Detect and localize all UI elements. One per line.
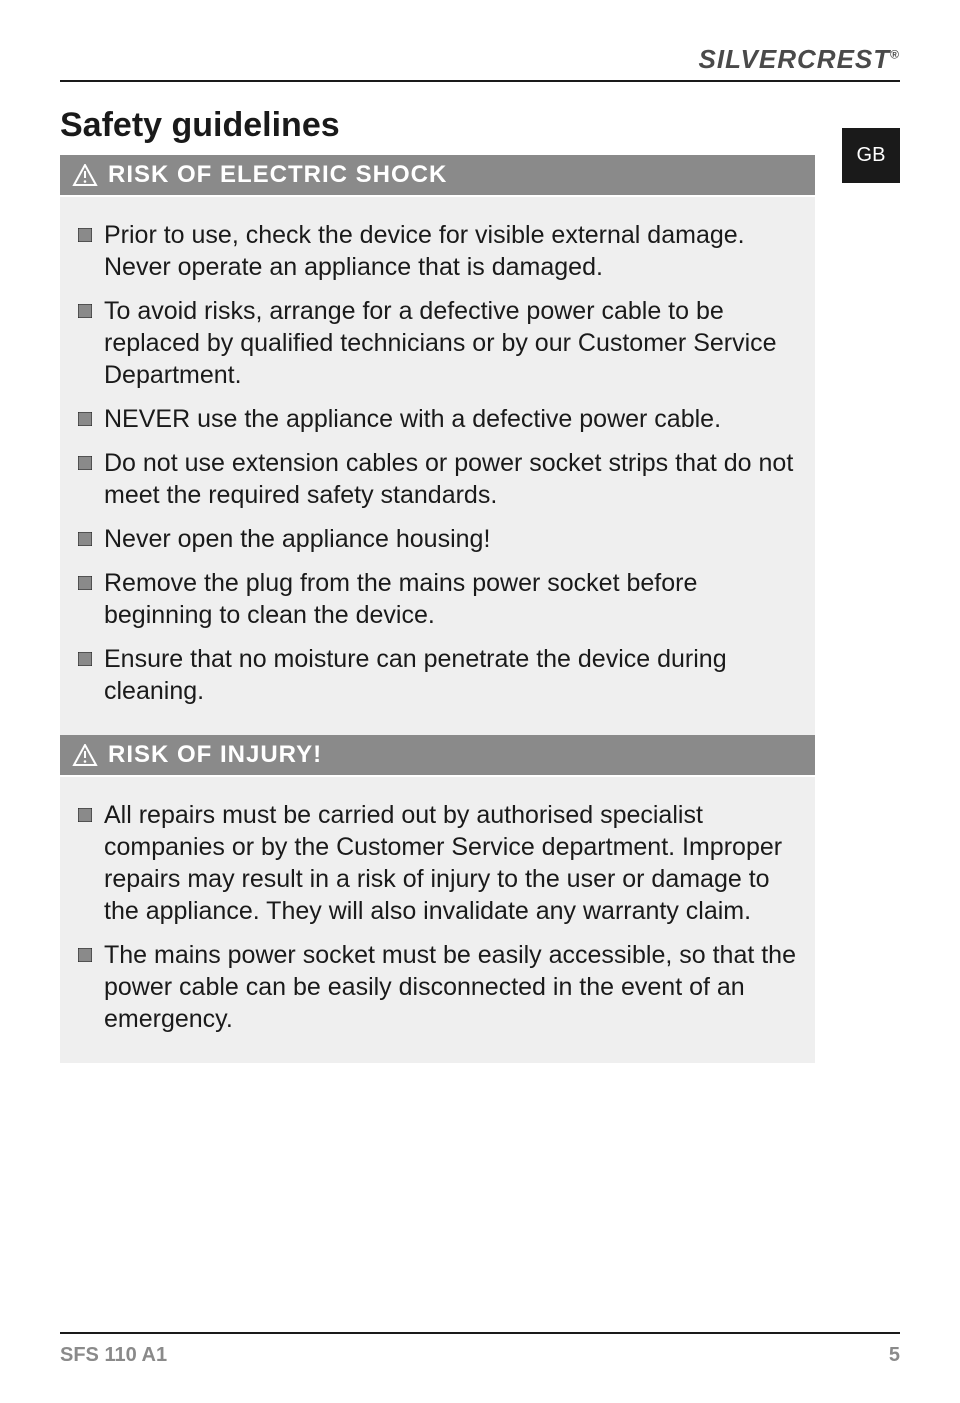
- item-text: To avoid risks, arrange for a defective …: [104, 295, 797, 391]
- list-item: To avoid risks, arrange for a defective …: [78, 295, 797, 391]
- item-text: The mains power socket must be easily ac…: [104, 939, 797, 1035]
- brand-logo: SILVERCREST®: [699, 44, 900, 75]
- list-item: Remove the plug from the mains power soc…: [78, 567, 797, 631]
- list-item: Prior to use, check the device for visib…: [78, 219, 797, 283]
- square-bullet-icon: [78, 456, 92, 470]
- section1-heading-text: RISK OF ELECTRIC SHOCK: [108, 161, 447, 189]
- item-text: All repairs must be carried out by autho…: [104, 799, 797, 927]
- language-tab: GB: [842, 128, 900, 183]
- item-text: Ensure that no moisture can penetrate th…: [104, 643, 797, 707]
- section-heading-electric-shock: RISK OF ELECTRIC SHOCK: [60, 155, 815, 195]
- list-item: All repairs must be carried out by autho…: [78, 799, 797, 927]
- list-item: Never open the appliance housing!: [78, 523, 797, 555]
- square-bullet-icon: [78, 808, 92, 822]
- item-text: Do not use extension cables or power soc…: [104, 447, 797, 511]
- square-bullet-icon: [78, 948, 92, 962]
- section-heading-injury: RISK OF INJURY!: [60, 735, 815, 775]
- square-bullet-icon: [78, 532, 92, 546]
- section2-content: All repairs must be carried out by autho…: [60, 777, 815, 1063]
- warning-icon: [72, 164, 98, 186]
- list-item: NEVER use the appliance with a defective…: [78, 403, 797, 435]
- item-text: Prior to use, check the device for visib…: [104, 219, 797, 283]
- header-rule: SILVERCREST®: [60, 38, 900, 82]
- section2-heading-text: RISK OF INJURY!: [108, 741, 322, 769]
- list-item: The mains power socket must be easily ac…: [78, 939, 797, 1035]
- page-title: Safety guidelines: [60, 106, 900, 145]
- square-bullet-icon: [78, 228, 92, 242]
- footer: SFS 110 A1 5: [60, 1332, 900, 1367]
- section1-content: Prior to use, check the device for visib…: [60, 197, 815, 735]
- item-text: Remove the plug from the mains power soc…: [104, 567, 797, 631]
- list-item: Ensure that no moisture can penetrate th…: [78, 643, 797, 707]
- list-item: Do not use extension cables or power soc…: [78, 447, 797, 511]
- footer-model: SFS 110 A1: [60, 1344, 167, 1367]
- brand-part2: CREST: [797, 44, 890, 74]
- square-bullet-icon: [78, 304, 92, 318]
- square-bullet-icon: [78, 652, 92, 666]
- item-text: Never open the appliance housing!: [104, 523, 490, 555]
- square-bullet-icon: [78, 412, 92, 426]
- square-bullet-icon: [78, 576, 92, 590]
- warning-icon: [72, 744, 98, 766]
- brand-part1: SILVER: [699, 44, 797, 74]
- item-text: NEVER use the appliance with a defective…: [104, 403, 721, 435]
- footer-page-number: 5: [889, 1344, 900, 1367]
- brand-registered: ®: [890, 47, 900, 61]
